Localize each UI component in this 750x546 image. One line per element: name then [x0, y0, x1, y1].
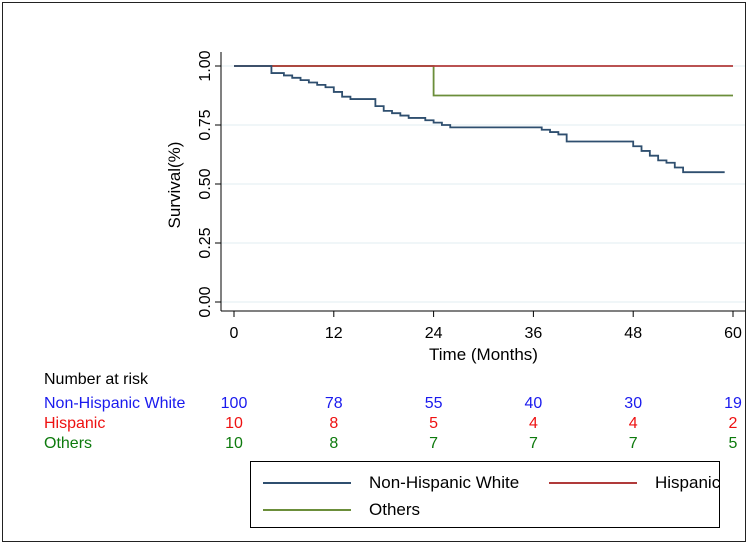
legend-swatch: [549, 482, 637, 484]
y-tick-label: 0.75: [197, 109, 214, 140]
y-tick-label: 1.00: [197, 50, 214, 81]
legend-item: Non-Hispanic White: [263, 472, 519, 494]
legend-swatch: [263, 482, 351, 484]
legend: Non-Hispanic White Hispanic Others: [250, 461, 720, 528]
x-tick-label: 0: [230, 325, 239, 342]
x-tick-label: 36: [525, 325, 543, 342]
grid-lines: [221, 65, 745, 303]
series-non-hispanic-white: [234, 65, 725, 174]
legend-swatch: [263, 509, 351, 511]
y-tick-label: 0.00: [197, 286, 214, 317]
legend-item: Others: [263, 499, 420, 521]
x-tick-label: 12: [325, 325, 343, 342]
series-lines: [234, 65, 733, 174]
legend-label: Non-Hispanic White: [369, 473, 520, 492]
y-axis-label: Survival(%): [165, 142, 184, 229]
legend-label: Others: [369, 500, 421, 519]
axes: 0.00 0.25 0.50 0.75 1.00 0 12 24 36 48 60: [197, 50, 745, 342]
x-axis-label: Time (Months): [429, 345, 538, 364]
x-tick-label: 48: [624, 325, 642, 342]
y-tick-label: 0.25: [197, 227, 214, 258]
x-tick-label: 24: [425, 325, 443, 342]
x-tick-label: 60: [724, 325, 742, 342]
legend-label: Hispanic: [655, 473, 721, 492]
legend-item: Hispanic: [549, 472, 720, 494]
y-tick-label: 0.50: [197, 168, 214, 199]
